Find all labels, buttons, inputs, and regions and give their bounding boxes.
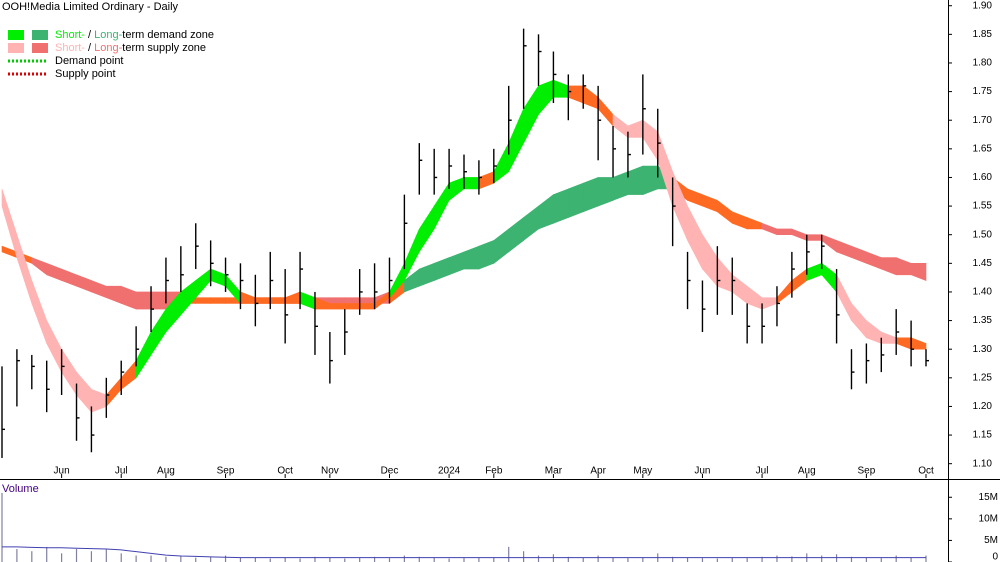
x-tick-label: Apr [590, 466, 606, 477]
y-tick-label: 1.45 [973, 258, 993, 269]
x-tick-label: Aug [798, 466, 816, 477]
zone-band [255, 297, 271, 304]
legend-swatch [32, 43, 48, 53]
zone-band [329, 303, 346, 310]
x-tick-label: Aug [157, 466, 175, 477]
x-tick-label: Dec [381, 466, 399, 477]
y-tick-label: 1.70 [973, 115, 993, 126]
volume-tick-label: 5M [984, 535, 998, 546]
x-tick-label: Oct [918, 466, 934, 477]
zone-band [359, 303, 375, 310]
zone-band [269, 297, 286, 304]
legend-label: Demand point [55, 55, 124, 67]
x-tick-label: 2024 [438, 466, 461, 477]
zone-band [910, 263, 927, 281]
zone-band [776, 228, 793, 236]
x-tick-label: May [633, 466, 652, 477]
x-tick-label: Jul [115, 466, 128, 477]
legend-text: Short- [55, 42, 85, 54]
zone-band [359, 297, 375, 304]
volume-average [2, 546, 926, 559]
zone-band [195, 297, 211, 304]
zone-band [329, 297, 346, 304]
x-tick-label: Nov [321, 466, 339, 477]
legend-text: Long- [94, 29, 122, 41]
zone-band [568, 182, 584, 218]
y-tick-label: 1.10 [973, 458, 993, 469]
legend-label: Short- / Long-term demand zone [55, 29, 214, 41]
volume-tick-label: 10M [979, 513, 998, 524]
y-tick-label: 1.30 [973, 344, 993, 355]
y-tick-label: 1.25 [973, 372, 993, 383]
zone-band [344, 303, 360, 310]
volume-tick-label: 15M [979, 492, 998, 503]
x-tick-label: Sep [857, 466, 875, 477]
legend-swatch [8, 43, 24, 53]
y-tick-label: 1.80 [973, 58, 993, 69]
legend-text: Long- [94, 42, 122, 54]
legend-label: Short- / Long-term supply zone [55, 42, 206, 54]
y-tick-label: 1.50 [973, 229, 993, 240]
y-tick-label: 1.85 [973, 29, 993, 40]
y-tick-label: 1.15 [973, 430, 993, 441]
legend-label: Supply point [55, 68, 116, 80]
zone-band [210, 297, 226, 304]
y-tick-label: 1.65 [973, 143, 993, 154]
y-tick-label: 1.75 [973, 86, 993, 97]
y-tick-label: 1.40 [973, 287, 993, 298]
zone-band [344, 297, 360, 304]
x-tick-label: Jun [694, 466, 710, 477]
zone-band [582, 177, 599, 213]
legend-swatch [32, 30, 48, 40]
legend-text: term demand zone [122, 29, 214, 41]
legend-text: / [85, 42, 94, 54]
y-tick-label: 1.35 [973, 315, 993, 326]
zone-band [150, 291, 167, 310]
x-tick-label: Feb [485, 466, 503, 477]
volume-label: Volume [2, 483, 39, 495]
x-tick-label: Jul [756, 466, 769, 477]
x-tick-label: Oct [277, 466, 293, 477]
volume-tick-label: 0 [992, 552, 998, 562]
x-tick-label: Sep [217, 466, 235, 477]
y-tick-label: 1.90 [973, 0, 993, 11]
legend-text: / [85, 29, 94, 41]
y-tick-label: 1.55 [973, 201, 993, 212]
legend-text: term supply zone [122, 42, 206, 54]
zone-band [135, 291, 152, 310]
x-tick-label: Jun [54, 466, 70, 477]
y-tick-label: 1.60 [973, 172, 993, 183]
zone-band [553, 188, 569, 224]
chart-title: OOH!Media Limited Ordinary - Daily [2, 1, 179, 13]
y-tick-label: 1.20 [973, 401, 993, 412]
legend-swatch [8, 30, 24, 40]
zone-band [463, 177, 480, 190]
zone-band [806, 234, 822, 241]
legend-text: Short- [55, 29, 85, 41]
x-tick-label: Mar [545, 466, 563, 477]
